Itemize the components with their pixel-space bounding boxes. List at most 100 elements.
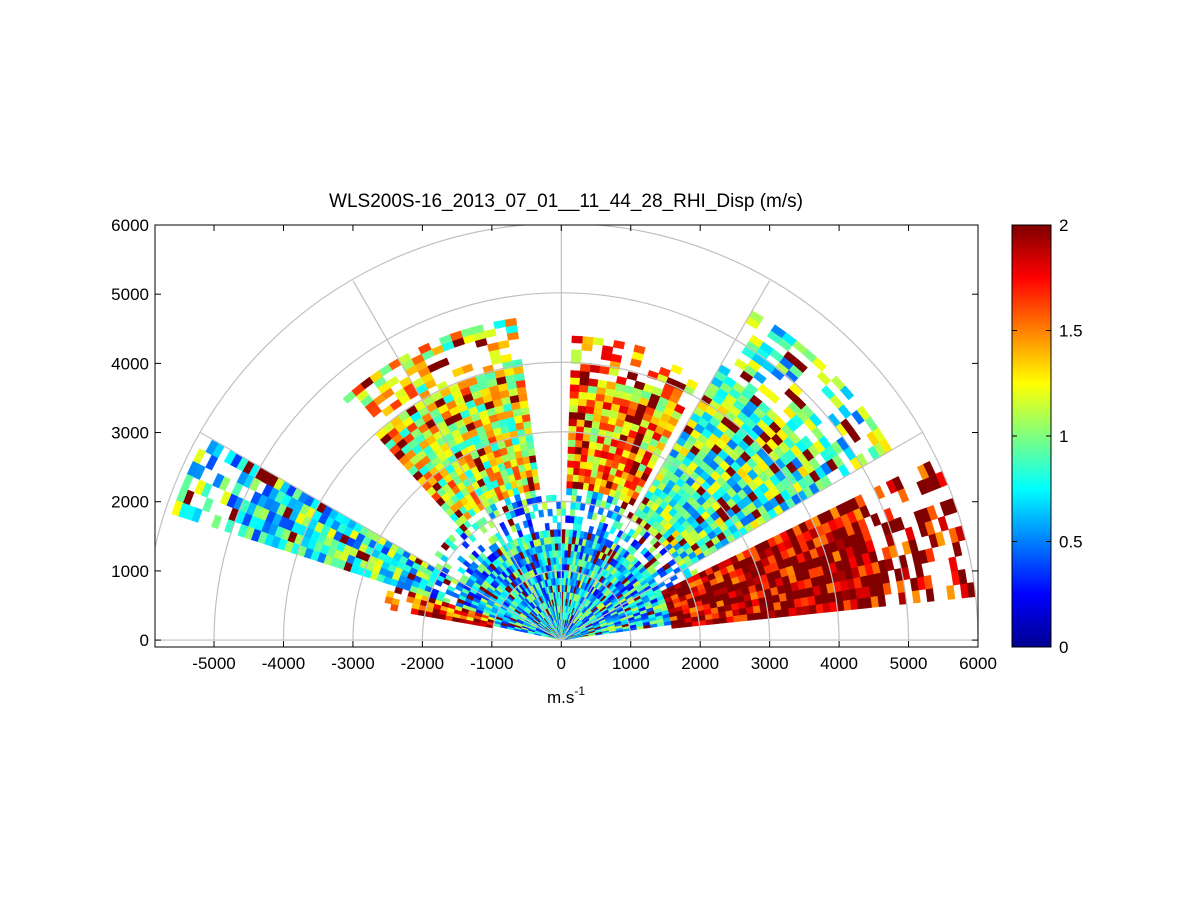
data-cell bbox=[569, 390, 579, 399]
data-cell bbox=[800, 435, 814, 449]
y-tick-label: 6000 bbox=[111, 216, 149, 235]
data-cell bbox=[566, 473, 574, 482]
data-cell bbox=[569, 404, 579, 413]
colorbar-tick-label: 1 bbox=[1059, 427, 1068, 446]
y-tick-label: 2000 bbox=[111, 493, 149, 512]
colorbar-tick-label: 0.5 bbox=[1059, 533, 1083, 552]
data-cell bbox=[587, 448, 596, 457]
data-cell bbox=[946, 584, 956, 600]
data-cell bbox=[579, 460, 587, 470]
data-cell bbox=[538, 509, 545, 518]
data-cell bbox=[601, 345, 614, 355]
data-cell bbox=[454, 526, 464, 536]
axes-frame bbox=[154, 224, 979, 648]
data-cell bbox=[570, 377, 580, 385]
data-cell bbox=[770, 324, 787, 339]
data-cell bbox=[911, 589, 921, 604]
data-cell bbox=[406, 595, 415, 604]
data-cell bbox=[577, 405, 587, 414]
x-tick-label: -5000 bbox=[192, 654, 235, 673]
y-tick-label: 5000 bbox=[111, 285, 149, 304]
data-cell bbox=[592, 406, 603, 416]
data-cell bbox=[584, 412, 594, 422]
data-cell bbox=[570, 501, 577, 510]
data-cell bbox=[748, 334, 764, 348]
data-cell bbox=[801, 605, 811, 616]
data-cell bbox=[904, 526, 916, 542]
x-tick-label: 2000 bbox=[681, 654, 719, 673]
data-cell bbox=[468, 553, 477, 562]
x-tick-label: -1000 bbox=[470, 654, 513, 673]
data-cell bbox=[571, 481, 579, 489]
data-cell bbox=[578, 377, 590, 386]
data-cell bbox=[568, 411, 578, 420]
data-cell bbox=[596, 379, 608, 389]
data-cell bbox=[570, 370, 581, 379]
colorbar-tick-label: 1.5 bbox=[1059, 322, 1083, 341]
data-cell bbox=[457, 555, 466, 564]
sector-1 bbox=[384, 586, 496, 629]
data-cell bbox=[822, 602, 831, 613]
data-cell bbox=[553, 529, 558, 537]
data-cell bbox=[541, 502, 548, 511]
data-cell bbox=[576, 412, 586, 421]
data-cell bbox=[719, 616, 728, 624]
data-cell bbox=[587, 385, 598, 394]
data-cell bbox=[561, 501, 567, 509]
x-axis-label-exponent: -1 bbox=[574, 684, 585, 698]
sector-6 bbox=[660, 460, 976, 629]
data-cell bbox=[773, 601, 782, 611]
data-cell bbox=[566, 480, 573, 489]
data-cell bbox=[566, 487, 573, 496]
x-tick-label: 6000 bbox=[959, 654, 997, 673]
colorbar-tick-label: 0 bbox=[1059, 638, 1068, 657]
data-cell bbox=[586, 392, 597, 401]
data-cell bbox=[582, 482, 590, 491]
data-cell bbox=[734, 358, 748, 371]
data-cell bbox=[781, 608, 790, 618]
data-cell bbox=[342, 390, 357, 404]
sector-2 bbox=[171, 439, 442, 598]
data-cell bbox=[493, 319, 507, 330]
colorbar-scale bbox=[1011, 224, 1052, 648]
data-cell bbox=[877, 594, 887, 608]
colorbar: 0 0.5 1 1.5 2 bbox=[1011, 216, 1083, 657]
y-tick-label: 0 bbox=[140, 631, 149, 650]
azimuth-spoke bbox=[560, 280, 771, 641]
data-cell bbox=[451, 366, 465, 378]
data-cell bbox=[574, 502, 581, 511]
x-tick-label: -2000 bbox=[401, 654, 444, 673]
data-cell bbox=[568, 418, 578, 427]
data-cell bbox=[569, 508, 576, 517]
data-cell bbox=[487, 536, 496, 546]
data-cell bbox=[171, 500, 184, 517]
data-cell bbox=[567, 453, 575, 461]
data-cell bbox=[520, 406, 530, 416]
data-cell bbox=[612, 340, 626, 350]
data-cell bbox=[923, 460, 936, 478]
data-cell bbox=[574, 446, 582, 455]
data-cell bbox=[856, 405, 871, 421]
data-cell bbox=[575, 432, 584, 441]
data-cell bbox=[564, 536, 569, 544]
data-cell bbox=[567, 460, 575, 468]
azimuth-spoke bbox=[560, 432, 923, 641]
data-cell bbox=[574, 439, 583, 448]
data-cell bbox=[584, 405, 595, 415]
data-cell bbox=[592, 337, 605, 346]
y-tick-label: 1000 bbox=[111, 562, 149, 581]
data-cell bbox=[587, 378, 599, 387]
azimuth-spoke bbox=[352, 280, 562, 641]
data-cell bbox=[584, 468, 592, 477]
data-cell bbox=[925, 587, 935, 603]
data-cell bbox=[627, 528, 636, 538]
data-cell bbox=[572, 474, 579, 483]
data-cell bbox=[569, 515, 575, 524]
data-cell bbox=[957, 568, 968, 585]
data-cell bbox=[739, 613, 749, 622]
azimuth-spoke bbox=[200, 432, 562, 641]
x-axis-label: m.s-1 bbox=[547, 684, 585, 707]
data-cell bbox=[524, 434, 534, 443]
data-cell bbox=[569, 384, 580, 392]
x-tick-label: 4000 bbox=[820, 654, 858, 673]
